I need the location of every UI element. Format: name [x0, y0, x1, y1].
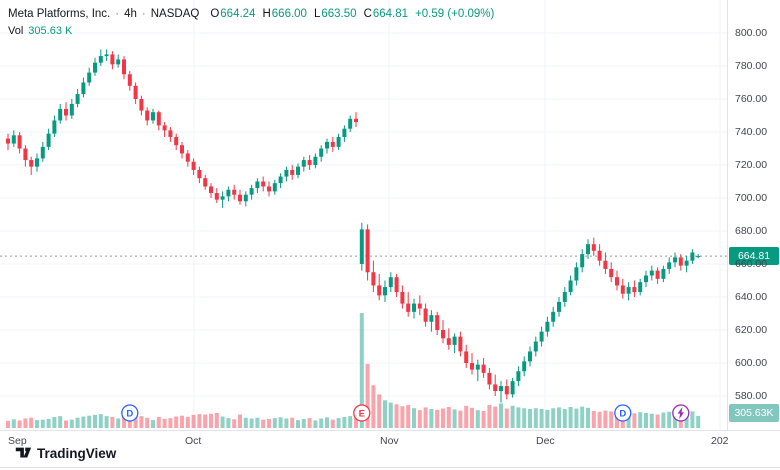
price-axis-label: 700.00	[735, 192, 768, 204]
last-price-badge: 664.81	[729, 247, 779, 266]
ohlc-readout: O 664.24 H 666.00 L 663.50 C 664.81 +0.59 (+…	[210, 6, 494, 23]
legend-row-volume: Vol 305.63 K	[8, 24, 494, 40]
price-axis-label: 740.00	[735, 126, 768, 138]
open-value: 664.24	[220, 8, 256, 20]
tradingview-logo-icon	[15, 447, 32, 458]
price-axis-label: 760.00	[735, 93, 768, 105]
legend-row-symbol: Meta Platforms, Inc. · 4h · NASDAQ O 664.…	[8, 6, 494, 23]
price-axis[interactable]: 664.81 305.63K 800.00 780.00 760.00 740.00 7…	[727, 0, 780, 430]
open-label: O	[210, 8, 220, 20]
legend-separator-icon: ·	[141, 8, 146, 20]
earnings-marker-letter: E	[359, 409, 365, 420]
dividend-marker[interactable]	[614, 404, 632, 422]
time-axis-label: Nov	[380, 435, 399, 447]
bottom-divider	[0, 467, 780, 468]
dividend-marker[interactable]	[121, 404, 139, 422]
close-readout: C 664.81	[364, 6, 409, 23]
price-axis-label: 640.00	[735, 291, 768, 303]
volume-bars	[6, 313, 701, 428]
time-axis[interactable]: Sep Oct Nov Dec 2025	[0, 430, 780, 451]
dividend-marker-letter: D	[619, 409, 626, 420]
low-label: L	[313, 8, 321, 20]
time-axis-label: Dec	[536, 435, 555, 447]
earnings-marker[interactable]	[353, 404, 371, 422]
lightning-icon	[677, 407, 684, 419]
dividend-marker-letter: D	[126, 409, 133, 420]
low-readout: L 663.50	[314, 6, 357, 23]
time-axis-label: Sep	[8, 435, 27, 447]
volume-badge: 305.63K	[729, 404, 779, 422]
high-value: 666.00	[271, 8, 307, 20]
legend-separator-icon: ·	[115, 8, 120, 20]
close-value: 664.81	[372, 8, 409, 20]
close-label: C	[363, 8, 372, 20]
price-axis-label: 660.00	[735, 258, 768, 270]
footer: TradingView	[0, 446, 780, 470]
price-axis-label: 580.00	[735, 390, 768, 402]
symbol-title[interactable]: Meta Platforms, Inc.	[8, 8, 111, 20]
low-value: 663.50	[321, 8, 357, 20]
candles	[6, 49, 701, 403]
price-axis-label: 720.00	[735, 159, 768, 171]
exchange-label[interactable]: NASDAQ	[150, 8, 200, 20]
price-axis-label: 680.00	[735, 225, 768, 237]
legend: Meta Platforms, Inc. · 4h · NASDAQ O 664.…	[8, 6, 494, 40]
volume-label: Vol	[8, 24, 24, 37]
high-label: H	[262, 8, 271, 20]
price-axis-label: 800.00	[735, 27, 768, 39]
volume-value: 305.63 K	[28, 24, 73, 37]
time-axis-label: Oct	[185, 435, 202, 447]
price-axis-label: 620.00	[735, 324, 768, 336]
tradingview-logo[interactable]: TradingView	[14, 444, 116, 462]
price-axis-label: 780.00	[735, 60, 768, 72]
grid	[0, 0, 727, 430]
open-readout: O 664.24	[210, 6, 255, 23]
time-axis-label: 2025	[711, 435, 728, 447]
high-readout: H 666.00	[262, 6, 307, 23]
interval-label[interactable]: 4h	[124, 8, 137, 20]
price-axis-label: 600.00	[735, 357, 768, 369]
tradingview-logo-text: TradingView	[37, 445, 117, 461]
change-value: +0.59 (+0.09%)	[415, 8, 495, 20]
chart-pane[interactable]: D E D Meta Platforms, Inc. · 4h · NASDAQ O…	[0, 0, 727, 430]
